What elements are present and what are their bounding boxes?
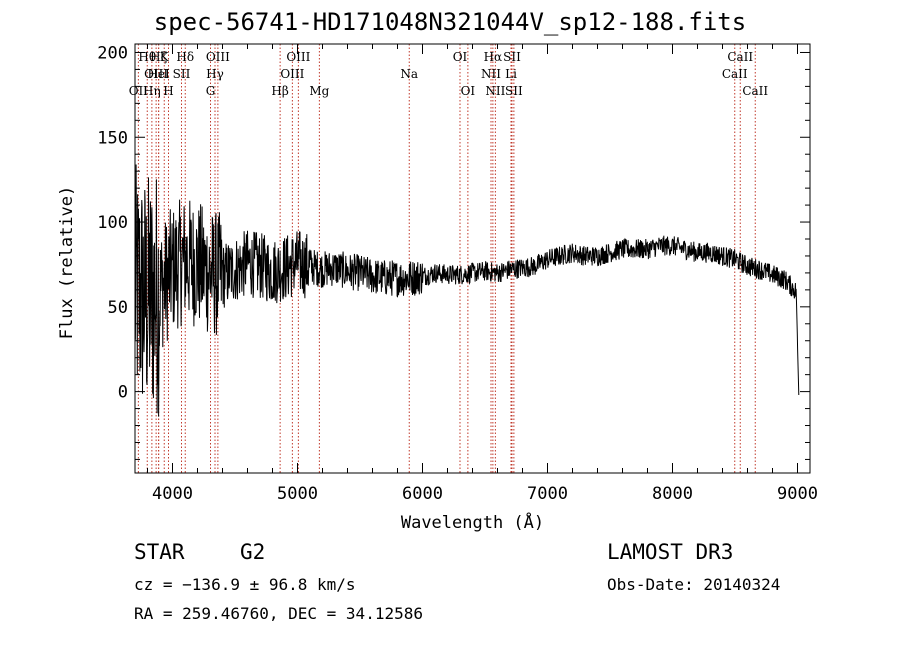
object-subclass: G2 [240,540,266,564]
spectral-line-label: G [206,84,216,98]
spectral-line-label: CaII [742,84,768,98]
spectral-line-label: OI [461,84,476,98]
redshift-cz: cz = −136.9 ± 96.8 km/s [134,575,356,594]
spectral-line-label: Hα [484,50,503,64]
spectral-line-label: OIII [286,50,310,64]
y-tick-label: 200 [97,43,128,63]
x-tick-label: 9000 [777,484,818,504]
spectral-line-label: SII [503,50,521,64]
spectral-line-label: CaII [722,67,748,81]
y-tick-label: 50 [108,298,128,318]
object-class: STAR [134,540,185,564]
spectral-line-label: OII [129,84,149,98]
chart-title: spec-56741-HD171048N321044V_sp12-188.fit… [153,8,747,36]
series-layer [134,164,800,417]
x-axis-label: Wavelength (Å) [401,511,544,533]
spectral-line-label: Li [505,67,517,81]
y-tick-label: 100 [97,213,128,233]
spectral-line-label: OI [453,50,468,64]
spectral-line-label: NII [481,67,501,81]
spectral-line-label: Hθ [138,50,156,64]
x-tick-label: 5000 [277,484,318,504]
spectral-line-label: NII [485,84,505,98]
y-tick-label: 0 [118,383,128,403]
survey-name: LAMOST DR3 [607,540,734,564]
spectral-line-label: Hγ [206,67,224,81]
spectral-line-label: CaII [727,50,753,64]
y-tick-label: 150 [97,128,128,148]
spectral-line-label: K [160,50,170,64]
spectral-line-label: HeI [147,67,170,81]
spectral-line-label: H [163,84,173,98]
spectral-line-label: SII [173,67,191,81]
spectral-line-label: OIII [144,67,168,81]
spectral-line-label: SII [505,84,523,98]
x-tick-label: 6000 [402,484,443,504]
spectral-line-label: Hη [143,84,161,98]
flux-series-line [134,164,800,417]
spectral-line-label: OIII [206,50,230,64]
y-axis-label: Flux (relative) [57,186,77,340]
spectral-labels-layer: OIIHθHηOIIIHζHeIKHSIIHδGHγOIIIHβOIIIOIII… [129,50,769,98]
spectral-line-label: Mg [309,84,329,98]
spectral-line-label: OIII [280,67,304,81]
observation-date: Obs-Date: 20140324 [607,575,781,594]
ticks-layer: 4000 5000 6000 7000 8000 9000 0 50 100 150 200 [97,43,818,504]
x-tick-label: 8000 [652,484,693,504]
ra-dec: RA = 259.46760, DEC = 34.12586 [134,604,423,623]
spectral-line-label: Hβ [271,84,288,98]
x-tick-label: 7000 [527,484,568,504]
spectral-line-label: Na [400,67,418,81]
spectral-line-label: Hζ [150,50,167,64]
spectral-line-label: Hδ [176,50,194,64]
x-tick-label: 4000 [152,484,193,504]
